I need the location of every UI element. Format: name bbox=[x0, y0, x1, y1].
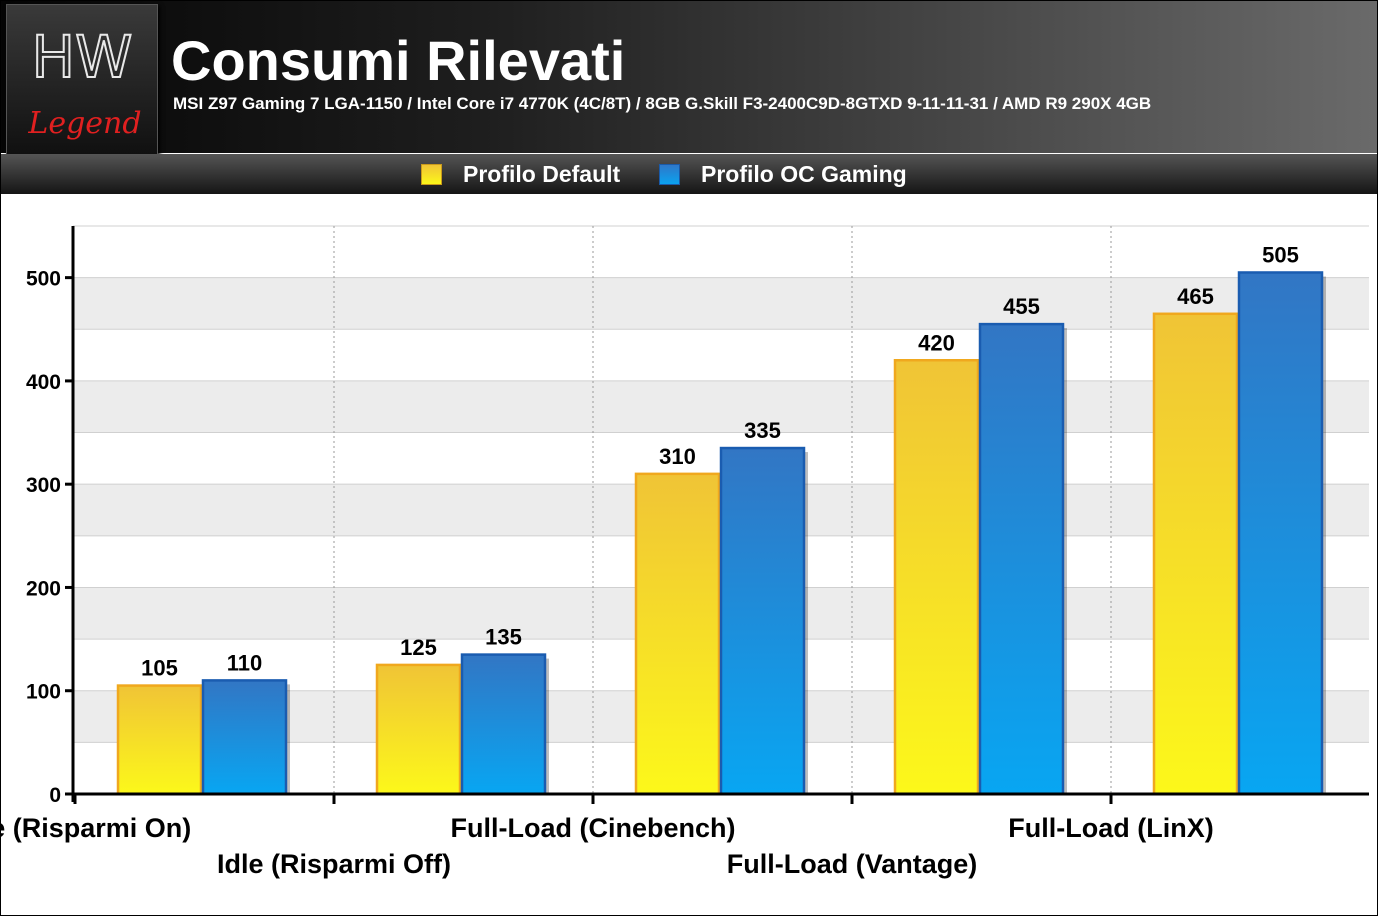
bar-value-label: 310 bbox=[659, 444, 696, 469]
x-category-label: Full-Load (LinX) bbox=[1008, 813, 1213, 843]
legend-label-oc-gaming: Profilo OC Gaming bbox=[701, 160, 907, 187]
bar-profilo-default bbox=[1152, 312, 1239, 796]
bar-profilo-oc-gaming bbox=[1237, 271, 1324, 796]
logo-text-bottom: Legend bbox=[27, 106, 141, 141]
legend-swatch-oc-gaming bbox=[659, 163, 680, 185]
bar-profilo-default bbox=[634, 472, 721, 796]
logo-text-top: HW bbox=[32, 23, 133, 91]
bars bbox=[116, 271, 1326, 796]
y-tick-label: 400 bbox=[26, 371, 61, 394]
bar-profilo-oc-gaming bbox=[719, 446, 806, 796]
bar-value-label: 455 bbox=[1003, 294, 1040, 319]
legend-item-oc-gaming: Profilo OC Gaming bbox=[659, 154, 907, 194]
legend: Profilo Default Profilo OC Gaming bbox=[1, 154, 1377, 194]
hwlegend-logo: HW Legend bbox=[6, 4, 158, 156]
bar-value-label: 335 bbox=[744, 418, 781, 443]
chart-title: Consumi Rilevati bbox=[171, 29, 626, 92]
bar-value-label: 465 bbox=[1177, 284, 1214, 309]
y-tick-label: 100 bbox=[26, 681, 61, 704]
y-tick-label: 500 bbox=[26, 268, 61, 291]
logo-graphic: HW Legend bbox=[27, 22, 141, 141]
bar-profilo-oc-gaming bbox=[978, 322, 1065, 796]
labels: 0 100 200 300 400 500 Idle (Risparmi On) 105 110… bbox=[1, 242, 1299, 879]
bar-profilo-default bbox=[375, 663, 462, 796]
bar-value-label: 125 bbox=[400, 635, 437, 660]
legend-item-default: Profilo Default bbox=[421, 154, 620, 194]
x-category-label: Full-Load (Cinebench) bbox=[451, 813, 736, 843]
bar-profilo-oc-gaming bbox=[460, 653, 547, 796]
chart-subtitle: MSI Z97 Gaming 7 LGA-1150 / Intel Core i… bbox=[173, 94, 1152, 113]
bar-profilo-default bbox=[116, 684, 203, 796]
legend-label-default: Profilo Default bbox=[463, 160, 621, 187]
bar-value-label: 135 bbox=[485, 625, 522, 650]
bar-value-label: 110 bbox=[227, 650, 263, 675]
x-category-label: Full-Load (Vantage) bbox=[727, 849, 978, 879]
x-category-label: Idle (Risparmi Off) bbox=[217, 849, 451, 879]
chart-header: HW Legend Consumi Rilevati MSI Z97 Gamin… bbox=[1, 1, 1377, 156]
y-tick-label: 200 bbox=[26, 577, 61, 600]
bar-value-label: 105 bbox=[141, 656, 178, 681]
y-tick-label: 0 bbox=[49, 784, 61, 807]
bar-profilo-oc-gaming bbox=[201, 679, 288, 796]
bar-profilo-default bbox=[893, 359, 980, 796]
bar-value-label: 420 bbox=[918, 330, 955, 355]
bar-value-label: 505 bbox=[1262, 242, 1299, 267]
x-category-label: Idle (Risparmi On) bbox=[1, 813, 191, 843]
axes bbox=[65, 226, 1369, 804]
legend-swatch-default bbox=[421, 163, 442, 185]
y-tick-label: 300 bbox=[26, 474, 61, 497]
